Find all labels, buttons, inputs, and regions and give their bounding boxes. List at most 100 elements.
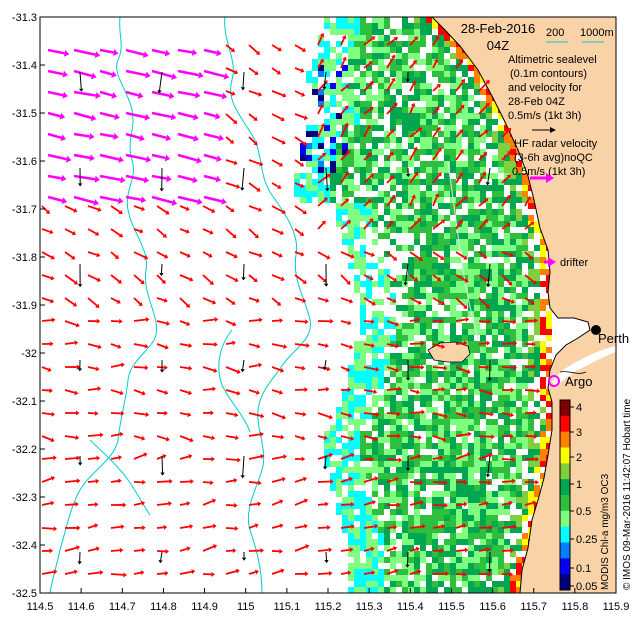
chl-pixel [324, 65, 330, 71]
hf-arrow [179, 546, 191, 552]
chl-pixel [510, 461, 516, 467]
chl-pixel [468, 413, 474, 419]
hf-arrow [41, 569, 58, 575]
chl-pixel [450, 83, 456, 89]
chl-pixel [438, 269, 444, 275]
chl-pixel [468, 449, 474, 455]
chl-pixel [378, 431, 384, 437]
chl-pixel [528, 203, 534, 209]
chl-pixel [456, 413, 462, 419]
chl-pixel [366, 455, 372, 461]
chl-pixel [456, 431, 462, 437]
chl-pixel [462, 419, 468, 425]
chl-pixel [510, 587, 516, 593]
chl-pixel [348, 23, 354, 29]
chl-pixel [312, 83, 318, 89]
chl-pixel [528, 251, 534, 257]
chl-pixel [336, 503, 342, 509]
chl-pixel [354, 539, 360, 545]
chl-pixel [408, 275, 414, 281]
chl-pixel [504, 287, 510, 293]
chl-pixel [330, 83, 336, 89]
chl-pixel [336, 101, 342, 107]
chl-pixel [504, 563, 510, 569]
chl-pixel [468, 173, 474, 179]
chl-pixel [510, 209, 516, 215]
chl-pixel [366, 515, 372, 521]
chl-pixel [438, 581, 444, 587]
chl-pixel [492, 101, 498, 107]
chl-pixel [360, 323, 366, 329]
chl-pixel [486, 113, 492, 119]
chl-pixel [378, 329, 384, 335]
chl-pixel [378, 167, 384, 173]
hf-arrow [64, 410, 80, 416]
chl-pixel [450, 413, 456, 419]
chl-pixel [300, 191, 306, 197]
chl-pixel [498, 581, 504, 587]
chl-pixel [498, 293, 504, 299]
chl-pixel [498, 191, 504, 197]
chl-pixel [396, 461, 402, 467]
chl-pixel [510, 161, 516, 167]
hf-arrow [386, 297, 397, 303]
hf-arrow [317, 547, 333, 553]
altimetry-arrow [405, 455, 411, 471]
hf-arrow [87, 228, 100, 236]
chl-pixel [324, 167, 330, 173]
chl-pixel [444, 215, 450, 221]
chl-pixel [366, 113, 372, 119]
chl-pixel [402, 581, 408, 587]
altimetry-arrow [487, 551, 492, 573]
chl-pixel [432, 509, 438, 515]
chl-pixel [450, 431, 456, 437]
chl-pixel [432, 101, 438, 107]
chl-pixel [420, 269, 426, 275]
drifter-legend-label: drifter [560, 257, 588, 269]
chl-pixel [426, 185, 432, 191]
chl-pixel [516, 527, 522, 533]
chl-pixel [480, 89, 486, 95]
hf-arrow [409, 274, 419, 282]
swan-river [552, 346, 616, 388]
hf-arrow [340, 452, 355, 460]
hf-arrow [271, 297, 282, 306]
chl-pixel [330, 449, 336, 455]
chl-pixel [516, 209, 522, 215]
chl-pixel [408, 221, 414, 227]
chl-pixel [474, 503, 480, 509]
chl-pixel [336, 77, 342, 83]
chl-pixel [426, 437, 432, 443]
chl-pixel [450, 185, 456, 191]
chl-pixel [348, 473, 354, 479]
chl-pixel [540, 263, 546, 269]
chl-pixel [354, 47, 360, 53]
chl-pixel [456, 461, 462, 467]
hf-arrow [340, 198, 349, 207]
chl-pixel [486, 143, 492, 149]
chl-pixel [372, 47, 378, 53]
chl-pixel [432, 239, 438, 245]
hf-arrow [432, 386, 446, 392]
chl-pixel [366, 575, 372, 581]
chl-pixel [456, 47, 462, 53]
chl-pixel [348, 95, 354, 101]
hf-arrow [248, 569, 259, 575]
chl-pixel [360, 443, 366, 449]
chl-pixel [528, 443, 534, 449]
chl-pixel [492, 527, 498, 533]
chl-pixel [396, 323, 402, 329]
chl-pixel [468, 557, 474, 563]
chl-pixel [468, 131, 474, 137]
chl-pixel [468, 569, 474, 575]
hf-legend-line1: HF radar velocity [514, 138, 598, 150]
chl-pixel [378, 521, 384, 527]
chl-pixel [318, 197, 324, 203]
chl-pixel [432, 557, 438, 563]
chl-pixel [426, 497, 432, 503]
chl-pixel [486, 215, 492, 221]
chl-pixel [330, 179, 336, 185]
chl-pixel [354, 29, 360, 35]
chl-pixel [522, 335, 528, 341]
chl-pixel [450, 257, 456, 263]
